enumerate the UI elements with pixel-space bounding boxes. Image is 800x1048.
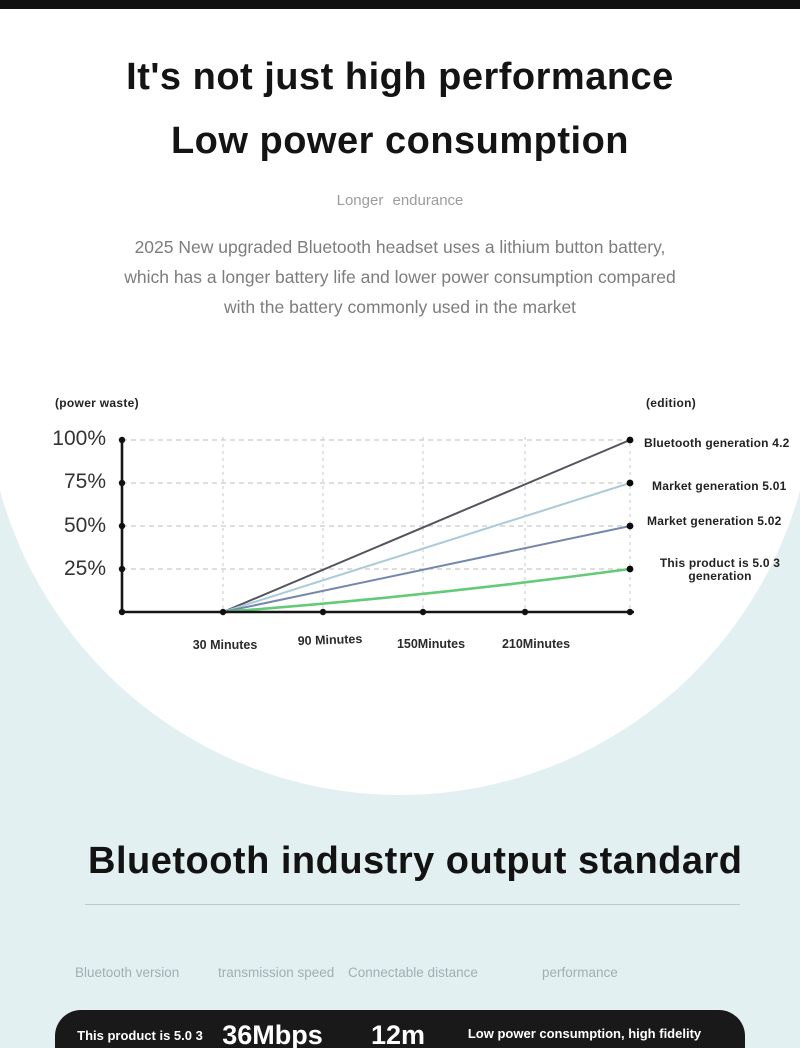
white-dome-arc: [0, 0, 800, 795]
x-tick-150min: 150Minutes: [396, 637, 466, 651]
x-tick-210min: 210Minutes: [501, 637, 571, 651]
column-header-performance: performance: [542, 965, 618, 980]
standard-section-title: Bluetooth industry output standard: [88, 840, 743, 882]
y-tick-75: 75%: [63, 470, 106, 493]
section-divider-line: [85, 904, 740, 905]
x-tick-30min: 30 Minutes: [192, 638, 258, 652]
spec-bluetooth-version: This product is 5.0 3: [77, 1028, 203, 1043]
hero-description: 2025 New upgraded Bluetooth headset uses…: [0, 232, 800, 322]
column-header-transmission-speed: transmission speed: [218, 965, 335, 980]
legend-title: (edition): [646, 396, 697, 410]
column-header-bluetooth-version: Bluetooth version: [75, 965, 180, 980]
legend-market-5-01: Market generation 5.01: [652, 479, 787, 493]
legend-bluetooth-4-2: Bluetooth generation 4.2: [644, 436, 790, 450]
power-waste-chart: (power waste) (edition) 100% 75% 50% 25%…: [0, 385, 800, 680]
spec-transmission-speed: 36Mbps: [222, 1020, 323, 1048]
hero-description-line3: with the battery commonly used in the ma…: [223, 297, 577, 317]
y-tick-50: 50%: [63, 514, 106, 537]
spec-table-row: This product is 5.0 3 36Mbps 12m Low pow…: [55, 1010, 745, 1048]
column-header-connectable-distance: Connectable distance: [348, 965, 478, 980]
y-tick-25: 25%: [63, 557, 106, 580]
legend-this-product: This product is 5.0 3 generation: [659, 556, 781, 583]
y-tick-100: 100%: [52, 427, 106, 450]
spec-performance: Low power consumption, high fidelity: [467, 1026, 702, 1041]
legend-market-5-02: Market generation 5.02: [647, 514, 782, 528]
hero-title-line1: It's not just high performance: [126, 56, 674, 98]
y-axis-unit-label: (power waste): [55, 396, 139, 410]
hero-description-line1: 2025 New upgraded Bluetooth headset uses…: [134, 237, 666, 257]
chart-canvas: [118, 436, 634, 616]
hero-description-line2: which has a longer battery life and lowe…: [124, 267, 676, 287]
hero-title-line2: Low power consumption: [170, 120, 630, 162]
top-divider-bar: [0, 0, 800, 9]
hero-subtitle: Longer endurance: [336, 192, 464, 209]
spec-connectable-distance: 12m: [370, 1020, 426, 1048]
